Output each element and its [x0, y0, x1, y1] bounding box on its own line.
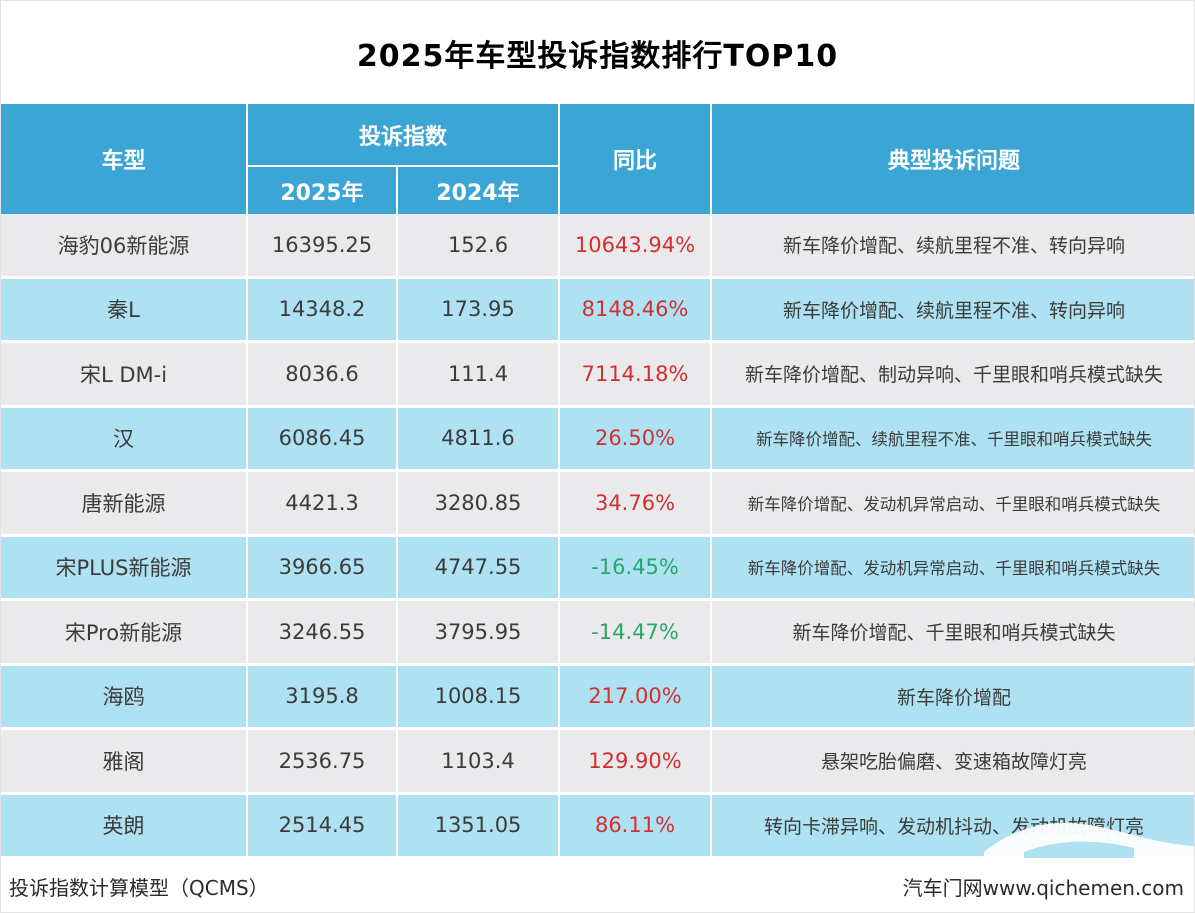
- yoy-value: 34.76%: [560, 472, 712, 534]
- complaint-problems: 新车降价增配、续航里程不准、千里眼和哨兵模式缺失: [756, 430, 1152, 450]
- footer: 投诉指数计算模型（QCMS） 汽车门网www.qichemen.com: [1, 859, 1194, 912]
- index-2024: 1008.15: [398, 665, 560, 727]
- table-body: 海豹06新能源 16395.25 152.6 10643.94% 新车降价增配、…: [1, 214, 1194, 859]
- yoy-value: 217.00%: [560, 665, 712, 727]
- model-name: 宋L DM-i: [1, 343, 248, 405]
- complaint-problems: 新车降价增配、制动异响、千里眼和哨兵模式缺失: [744, 364, 1163, 387]
- complaint-problems: 新车降价增配、发动机异常启动、千里眼和哨兵模式缺失: [747, 494, 1161, 514]
- model-name: 宋Pro新能源: [1, 601, 248, 663]
- complaint-problems: 转向卡滞异响、发动机抖动、发动机故障灯亮: [763, 815, 1144, 838]
- column-header-complaint-index: 投诉指数: [248, 104, 560, 167]
- table-row: 汉 6086.45 4811.6 26.50% 新车降价增配、续航里程不准、千里…: [1, 407, 1194, 472]
- table-row: 英朗 2514.45 1351.05 86.11% 转向卡滞异响、发动机抖动、发…: [1, 794, 1194, 859]
- index-2025: 14348.2: [248, 278, 398, 340]
- model-name: 唐新能源: [1, 472, 248, 534]
- table-row: 秦L 14348.2 173.95 8148.46% 新车降价增配、续航里程不准…: [1, 278, 1194, 343]
- complaint-problems: 悬架吃胎偏磨、变速箱故障灯亮: [820, 751, 1087, 774]
- table-row: 宋L DM-i 8036.6 111.4 7114.18% 新车降价增配、制动异…: [1, 343, 1194, 408]
- page-title: 2025年车型投诉指数排行TOP10: [356, 38, 839, 74]
- yoy-value: -14.47%: [560, 601, 712, 663]
- yoy-value: 10643.94%: [560, 214, 712, 276]
- column-header-problems: 典型投诉问题: [887, 149, 1020, 174]
- model-name: 英朗: [1, 794, 248, 856]
- index-2025: 2536.75: [248, 730, 398, 792]
- model-name: 海鸥: [1, 665, 248, 727]
- index-2025: 6086.45: [248, 407, 398, 469]
- model-name: 宋PLUS新能源: [1, 536, 248, 598]
- yoy-value: -16.45%: [560, 536, 712, 598]
- index-2025: 3246.55: [248, 601, 398, 663]
- yoy-value: 7114.18%: [560, 343, 712, 405]
- complaint-problems: 新车降价增配、续航里程不准、转向异响: [782, 299, 1125, 322]
- yoy-value: 26.50%: [560, 407, 712, 469]
- table-row: 雅阁 2536.75 1103.4 129.90% 悬架吃胎偏磨、变速箱故障灯亮: [1, 730, 1194, 795]
- model-name: 秦L: [1, 278, 248, 340]
- index-2024: 3795.95: [398, 601, 560, 663]
- index-2024: 173.95: [398, 278, 560, 340]
- yoy-value: 129.90%: [560, 730, 712, 792]
- complaint-problems: 新车降价增配、续航里程不准、转向异响: [782, 235, 1125, 258]
- column-header-model: 车型: [1, 104, 248, 214]
- column-header-yoy: 同比: [560, 104, 712, 214]
- column-header-2025: 2025年: [248, 167, 398, 214]
- footer-source-label: 投诉指数计算模型（QCMS）: [9, 876, 269, 900]
- index-2025: 8036.6: [248, 343, 398, 405]
- table-row: 海豹06新能源 16395.25 152.6 10643.94% 新车降价增配、…: [1, 214, 1194, 279]
- complaint-problems: 新车降价增配: [896, 686, 1011, 709]
- table-row: 唐新能源 4421.3 3280.85 34.76% 新车降价增配、发动机异常启…: [1, 472, 1194, 537]
- model-name: 雅阁: [1, 730, 248, 792]
- index-2025: 3966.65: [248, 536, 398, 598]
- index-2024: 3280.85: [398, 472, 560, 534]
- index-2024: 152.6: [398, 214, 560, 276]
- model-name: 海豹06新能源: [1, 214, 248, 276]
- table-row: 海鸥 3195.8 1008.15 217.00% 新车降价增配: [1, 665, 1194, 730]
- index-2024: 4747.55: [398, 536, 560, 598]
- index-2025: 2514.45: [248, 794, 398, 856]
- table-row: 宋Pro新能源 3246.55 3795.95 -14.47% 新车降价增配、千…: [1, 601, 1194, 666]
- index-2025: 4421.3: [248, 472, 398, 534]
- index-2024: 1351.05: [398, 794, 560, 856]
- table-header: 车型 投诉指数 2025年 2024年 同比 典型投诉问题: [1, 104, 1194, 214]
- complaint-problems: 新车降价增配、千里眼和哨兵模式缺失: [792, 622, 1116, 645]
- index-2024: 1103.4: [398, 730, 560, 792]
- yoy-value: 8148.46%: [560, 278, 712, 340]
- model-name: 汉: [1, 407, 248, 469]
- table-row: 宋PLUS新能源 3966.65 4747.55 -16.45% 新车降价增配、…: [1, 536, 1194, 601]
- title-bar: 2025年车型投诉指数排行TOP10: [1, 1, 1194, 104]
- index-2025: 16395.25: [248, 214, 398, 276]
- complaint-problems: 新车降价增配、发动机异常启动、千里眼和哨兵模式缺失: [747, 559, 1161, 579]
- index-2025: 3195.8: [248, 665, 398, 727]
- column-header-2024: 2024年: [398, 167, 560, 214]
- yoy-value: 86.11%: [560, 794, 712, 856]
- index-2024: 4811.6: [398, 407, 560, 469]
- index-2024: 111.4: [398, 343, 560, 405]
- footer-site-label: 汽车门网www.qichemen.com: [902, 876, 1184, 900]
